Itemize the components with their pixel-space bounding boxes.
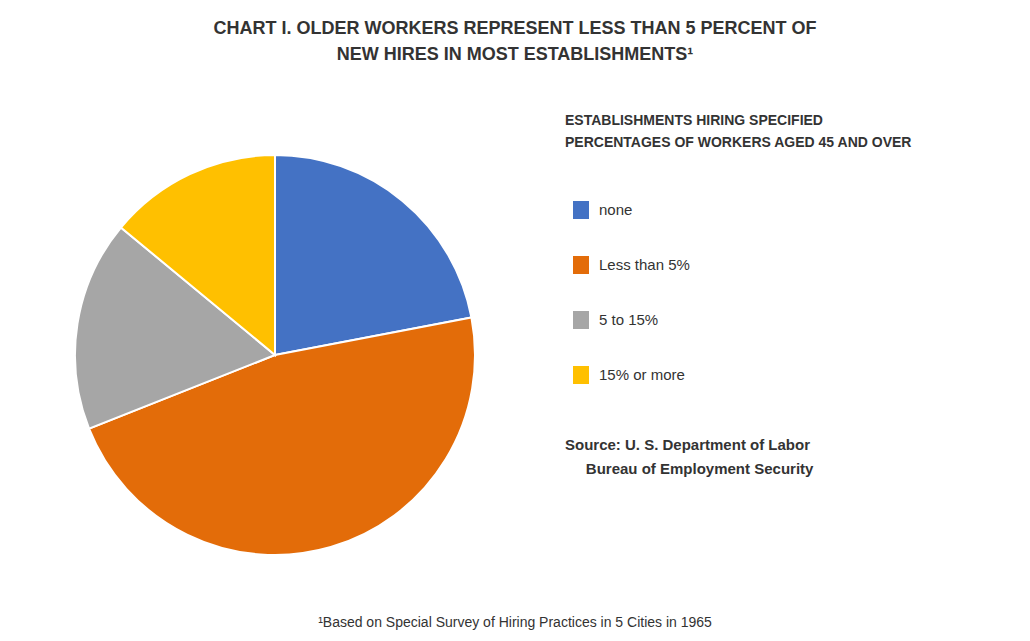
slice <box>121 155 275 355</box>
source: Source: U. S. Department of Labor Bureau… <box>565 436 814 477</box>
legend-swatch <box>573 201 589 219</box>
legend-label: 5 to 15% <box>599 311 658 328</box>
legend-title: ESTABLISHMENTS HIRING SPECIFIED <box>565 112 823 128</box>
legend-item: Less than 5% <box>573 256 690 274</box>
title: CHART I. OLDER WORKERS REPRESENT LESS TH… <box>213 18 816 38</box>
title: NEW HIRES IN MOST ESTABLISHMENTS¹ <box>337 44 694 64</box>
legend-item: none <box>573 201 632 219</box>
legend-swatch <box>573 311 589 329</box>
chart: CHART I. OLDER WORKERS REPRESENT LESS TH… <box>0 0 1030 641</box>
legend-item: 5 to 15% <box>573 311 658 329</box>
legend-label: none <box>599 201 632 218</box>
title-group: CHART I. OLDER WORKERS REPRESENT LESS TH… <box>213 18 816 64</box>
legend-swatch <box>573 256 589 274</box>
legend: ESTABLISHMENTS HIRING SPECIFIED PERCENTAG… <box>565 112 911 384</box>
pie <box>75 155 475 555</box>
legend-item: 15% or more <box>573 366 685 384</box>
source-line: Source: U. S. Department of Labor <box>565 436 810 453</box>
legend-label: Less than 5% <box>599 256 690 273</box>
legend-swatch <box>573 366 589 384</box>
legend-title: PERCENTAGES OF WORKERS AGED 45 AND OVER <box>565 134 911 150</box>
legend-label: 15% or more <box>599 366 685 383</box>
source-line: Bureau of Employment Security <box>565 460 814 477</box>
footnote: ¹Based on Special Survey of Hiring Pract… <box>318 614 712 630</box>
